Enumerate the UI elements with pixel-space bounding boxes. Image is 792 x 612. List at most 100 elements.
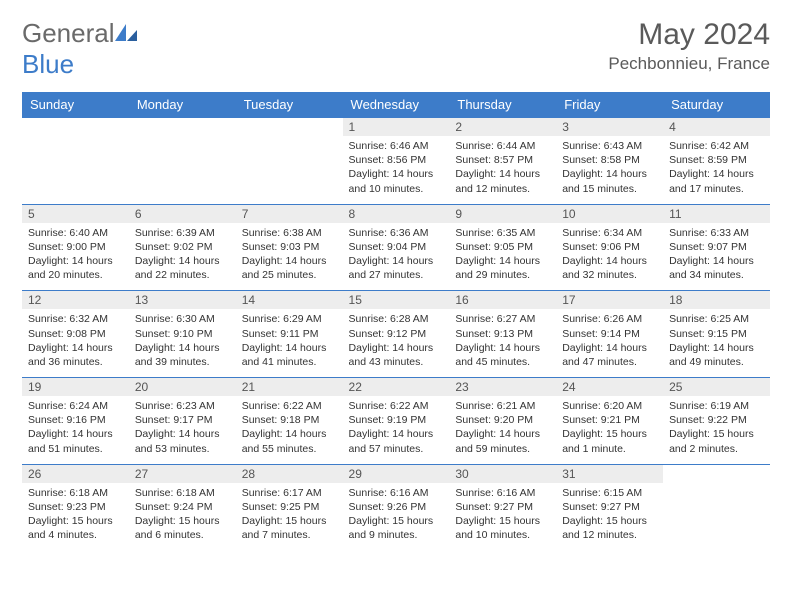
day-details: Sunrise: 6:16 AMSunset: 9:27 PMDaylight:… <box>449 483 556 551</box>
day-details: Sunrise: 6:18 AMSunset: 9:24 PMDaylight:… <box>129 483 236 551</box>
calendar-day-cell: 11Sunrise: 6:33 AMSunset: 9:07 PMDayligh… <box>663 204 770 291</box>
calendar-day-cell: .. <box>129 118 236 205</box>
day-details: Sunrise: 6:38 AMSunset: 9:03 PMDaylight:… <box>236 223 343 291</box>
day-number: 15 <box>343 291 450 309</box>
day-details: Sunrise: 6:17 AMSunset: 9:25 PMDaylight:… <box>236 483 343 551</box>
day-number: 6 <box>129 205 236 223</box>
calendar-day-cell: 2Sunrise: 6:44 AMSunset: 8:57 PMDaylight… <box>449 118 556 205</box>
day-number: 7 <box>236 205 343 223</box>
sunset-text: Sunset: 9:17 PM <box>135 413 230 427</box>
sunrise-text: Sunrise: 6:20 AM <box>562 399 657 413</box>
day-number: 20 <box>129 378 236 396</box>
sunset-text: Sunset: 9:15 PM <box>669 327 764 341</box>
sunrise-text: Sunrise: 6:16 AM <box>455 486 550 500</box>
daylight-text: Daylight: 14 hours and 41 minutes. <box>242 341 337 369</box>
sunrise-text: Sunrise: 6:21 AM <box>455 399 550 413</box>
daylight-text: Daylight: 14 hours and 34 minutes. <box>669 254 764 282</box>
sunset-text: Sunset: 9:10 PM <box>135 327 230 341</box>
day-number: 11 <box>663 205 770 223</box>
calendar-day-cell: 9Sunrise: 6:35 AMSunset: 9:05 PMDaylight… <box>449 204 556 291</box>
day-details: Sunrise: 6:33 AMSunset: 9:07 PMDaylight:… <box>663 223 770 291</box>
day-number: 13 <box>129 291 236 309</box>
sunrise-text: Sunrise: 6:27 AM <box>455 312 550 326</box>
sunset-text: Sunset: 9:22 PM <box>669 413 764 427</box>
calendar-body: ......1Sunrise: 6:46 AMSunset: 8:56 PMDa… <box>22 118 770 551</box>
sunset-text: Sunset: 8:57 PM <box>455 153 550 167</box>
sunrise-text: Sunrise: 6:30 AM <box>135 312 230 326</box>
sunrise-text: Sunrise: 6:43 AM <box>562 139 657 153</box>
day-details: Sunrise: 6:36 AMSunset: 9:04 PMDaylight:… <box>343 223 450 291</box>
daylight-text: Daylight: 14 hours and 10 minutes. <box>349 167 444 195</box>
daylight-text: Daylight: 14 hours and 45 minutes. <box>455 341 550 369</box>
logo-text-blue: Blue <box>22 49 74 79</box>
day-details: Sunrise: 6:24 AMSunset: 9:16 PMDaylight:… <box>22 396 129 464</box>
sunrise-text: Sunrise: 6:42 AM <box>669 139 764 153</box>
sunrise-text: Sunrise: 6:22 AM <box>242 399 337 413</box>
sunrise-text: Sunrise: 6:38 AM <box>242 226 337 240</box>
calendar-day-cell: 15Sunrise: 6:28 AMSunset: 9:12 PMDayligh… <box>343 291 450 378</box>
daylight-text: Daylight: 14 hours and 12 minutes. <box>455 167 550 195</box>
day-number: 5 <box>22 205 129 223</box>
day-number: 1 <box>343 118 450 136</box>
day-details: Sunrise: 6:23 AMSunset: 9:17 PMDaylight:… <box>129 396 236 464</box>
calendar-week-row: 19Sunrise: 6:24 AMSunset: 9:16 PMDayligh… <box>22 378 770 465</box>
day-details: Sunrise: 6:46 AMSunset: 8:56 PMDaylight:… <box>343 136 450 204</box>
day-number: 30 <box>449 465 556 483</box>
calendar-day-cell: 18Sunrise: 6:25 AMSunset: 9:15 PMDayligh… <box>663 291 770 378</box>
sunrise-text: Sunrise: 6:39 AM <box>135 226 230 240</box>
sunrise-text: Sunrise: 6:24 AM <box>28 399 123 413</box>
calendar-day-cell: 7Sunrise: 6:38 AMSunset: 9:03 PMDaylight… <box>236 204 343 291</box>
daylight-text: Daylight: 14 hours and 22 minutes. <box>135 254 230 282</box>
page-subtitle: Pechbonnieu, France <box>608 54 770 74</box>
calendar-day-cell: 29Sunrise: 6:16 AMSunset: 9:26 PMDayligh… <box>343 464 450 550</box>
calendar-day-cell: 30Sunrise: 6:16 AMSunset: 9:27 PMDayligh… <box>449 464 556 550</box>
calendar-day-cell: 8Sunrise: 6:36 AMSunset: 9:04 PMDaylight… <box>343 204 450 291</box>
sunset-text: Sunset: 9:23 PM <box>28 500 123 514</box>
daylight-text: Daylight: 14 hours and 15 minutes. <box>562 167 657 195</box>
daylight-text: Daylight: 15 hours and 6 minutes. <box>135 514 230 542</box>
weekday-header: Friday <box>556 92 663 118</box>
sunset-text: Sunset: 9:25 PM <box>242 500 337 514</box>
sunrise-text: Sunrise: 6:18 AM <box>135 486 230 500</box>
sunset-text: Sunset: 8:58 PM <box>562 153 657 167</box>
calendar-day-cell: 22Sunrise: 6:22 AMSunset: 9:19 PMDayligh… <box>343 378 450 465</box>
sunrise-text: Sunrise: 6:16 AM <box>349 486 444 500</box>
daylight-text: Daylight: 14 hours and 53 minutes. <box>135 427 230 455</box>
weekday-header-row: Sunday Monday Tuesday Wednesday Thursday… <box>22 92 770 118</box>
day-number: 25 <box>663 378 770 396</box>
sunrise-text: Sunrise: 6:22 AM <box>349 399 444 413</box>
day-number: 8 <box>343 205 450 223</box>
day-number: 9 <box>449 205 556 223</box>
calendar-day-cell: 13Sunrise: 6:30 AMSunset: 9:10 PMDayligh… <box>129 291 236 378</box>
page-title: May 2024 <box>608 18 770 52</box>
sunset-text: Sunset: 9:16 PM <box>28 413 123 427</box>
calendar-day-cell: .. <box>236 118 343 205</box>
calendar-day-cell: 26Sunrise: 6:18 AMSunset: 9:23 PMDayligh… <box>22 464 129 550</box>
weekday-header: Saturday <box>663 92 770 118</box>
calendar-day-cell: 5Sunrise: 6:40 AMSunset: 9:00 PMDaylight… <box>22 204 129 291</box>
calendar-week-row: ......1Sunrise: 6:46 AMSunset: 8:56 PMDa… <box>22 118 770 205</box>
daylight-text: Daylight: 14 hours and 55 minutes. <box>242 427 337 455</box>
sunrise-text: Sunrise: 6:40 AM <box>28 226 123 240</box>
sunset-text: Sunset: 9:05 PM <box>455 240 550 254</box>
day-details: Sunrise: 6:20 AMSunset: 9:21 PMDaylight:… <box>556 396 663 464</box>
sunset-text: Sunset: 9:07 PM <box>669 240 764 254</box>
sunset-text: Sunset: 9:12 PM <box>349 327 444 341</box>
day-number: 3 <box>556 118 663 136</box>
calendar-day-cell: 27Sunrise: 6:18 AMSunset: 9:24 PMDayligh… <box>129 464 236 550</box>
day-number: 26 <box>22 465 129 483</box>
daylight-text: Daylight: 15 hours and 1 minute. <box>562 427 657 455</box>
weekday-header: Monday <box>129 92 236 118</box>
day-details: Sunrise: 6:21 AMSunset: 9:20 PMDaylight:… <box>449 396 556 464</box>
sunrise-text: Sunrise: 6:17 AM <box>242 486 337 500</box>
sunset-text: Sunset: 9:11 PM <box>242 327 337 341</box>
sunset-text: Sunset: 9:19 PM <box>349 413 444 427</box>
calendar-day-cell: 25Sunrise: 6:19 AMSunset: 9:22 PMDayligh… <box>663 378 770 465</box>
weekday-header: Thursday <box>449 92 556 118</box>
sunrise-text: Sunrise: 6:35 AM <box>455 226 550 240</box>
sunset-text: Sunset: 9:13 PM <box>455 327 550 341</box>
daylight-text: Daylight: 14 hours and 49 minutes. <box>669 341 764 369</box>
daylight-text: Daylight: 15 hours and 7 minutes. <box>242 514 337 542</box>
calendar-day-cell: 16Sunrise: 6:27 AMSunset: 9:13 PMDayligh… <box>449 291 556 378</box>
day-details: Sunrise: 6:19 AMSunset: 9:22 PMDaylight:… <box>663 396 770 464</box>
